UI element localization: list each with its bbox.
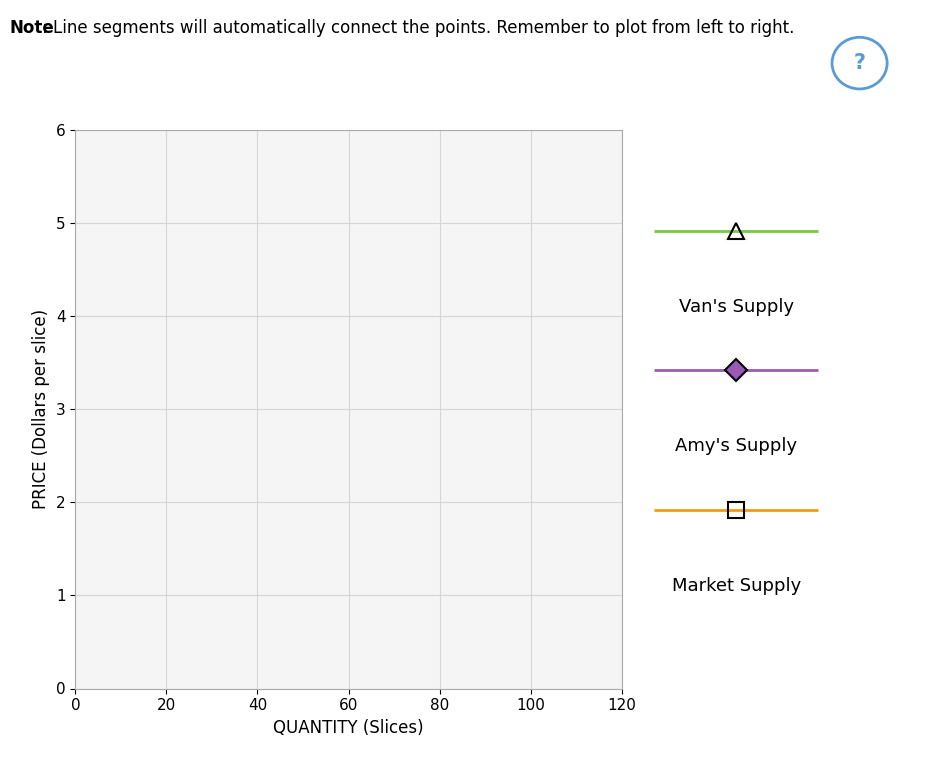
Y-axis label: PRICE (Dollars per slice): PRICE (Dollars per slice)	[32, 309, 50, 509]
Text: Note: Note	[9, 19, 55, 37]
Text: Amy's Supply: Amy's Supply	[675, 438, 797, 455]
FancyBboxPatch shape	[2, 48, 931, 747]
Text: ?: ?	[853, 53, 866, 73]
Text: Market Supply: Market Supply	[672, 577, 801, 595]
Text: : Line segments will automatically connect the points. Remember to plot from lef: : Line segments will automatically conne…	[42, 19, 795, 37]
X-axis label: QUANTITY (Slices): QUANTITY (Slices)	[273, 719, 424, 737]
Text: Van's Supply: Van's Supply	[678, 298, 794, 316]
